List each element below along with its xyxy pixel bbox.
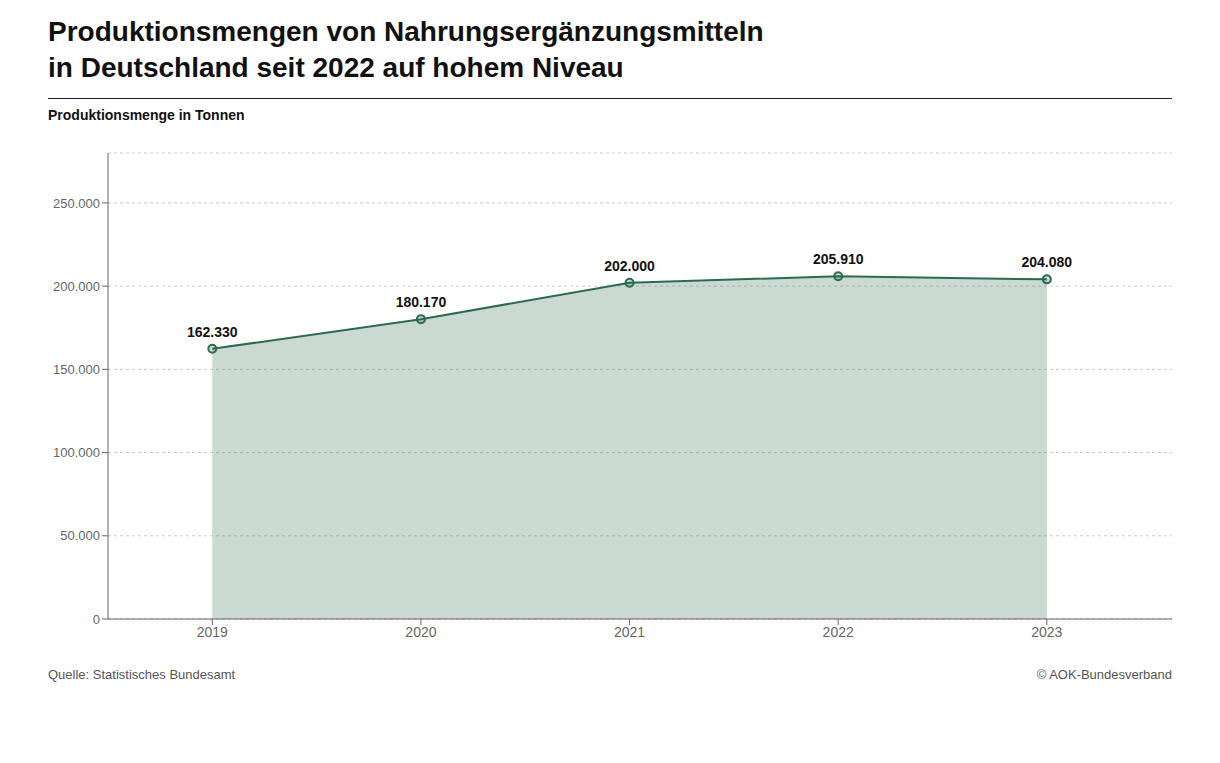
html-text:© AOK-Bundesverband: © AOK-Bundesverband [1036, 667, 1172, 682]
svg-text:162.330: 162.330 [187, 324, 238, 340]
svg-text:0: 0 [93, 612, 100, 627]
html-text:in Deutschland seit 2022 auf h: in Deutschland seit 2022 auf hohem Nivea… [48, 52, 624, 83]
svg-text:2023: 2023 [1031, 624, 1062, 640]
svg-text:2020: 2020 [405, 624, 436, 640]
svg-text:180.170: 180.170 [396, 294, 447, 310]
html-text:Produktionsmenge in Tonnen: Produktionsmenge in Tonnen [48, 107, 245, 123]
svg-text:100.000: 100.000 [53, 445, 100, 460]
svg-text:2019: 2019 [197, 624, 228, 640]
svg-text:2022: 2022 [823, 624, 854, 640]
svg-text:2021: 2021 [614, 624, 645, 640]
svg-text:202.000: 202.000 [604, 258, 655, 274]
svg-text:50.000: 50.000 [60, 528, 100, 543]
svg-text:250.000: 250.000 [53, 196, 100, 211]
html-text:Produktionsmengen von Nahrungs: Produktionsmengen von Nahrungsergänzungs… [48, 16, 764, 47]
svg-text:150.000: 150.000 [53, 362, 100, 377]
svg-text:204.080: 204.080 [1022, 254, 1073, 270]
svg-text:205.910: 205.910 [813, 251, 864, 267]
html-text:Quelle: Statistisches Bundesam: Quelle: Statistisches Bundesamt [48, 667, 236, 682]
svg-text:200.000: 200.000 [53, 279, 100, 294]
